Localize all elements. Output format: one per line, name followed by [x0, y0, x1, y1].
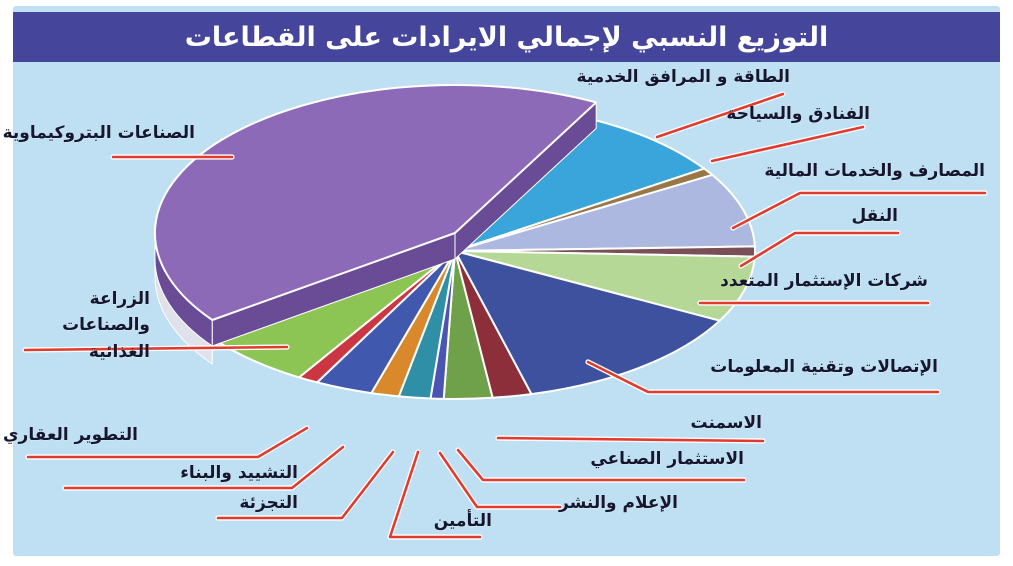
sector-label-industrial-investment: الاستثمار الصناعي: [590, 449, 744, 469]
leader-line-telecom-information-technology: [586, 360, 940, 394]
sector-label-transport: النقل: [851, 206, 898, 226]
chart-title-bar: التوزيع النسبي لإجمالي الايرادات على الق…: [13, 12, 1000, 62]
sector-label-retail: التجزئة: [239, 493, 298, 513]
sector-label-real-estate-development: التطوير العقاري: [2, 425, 138, 445]
leader-lines: [22, 91, 988, 540]
leader-line-media-publishing: [438, 451, 562, 509]
leader-line-real-estate-development: [26, 426, 309, 459]
leader-line-hotels-tourism: [710, 125, 865, 163]
leader-line-insurance: [388, 450, 482, 539]
leader-line-retail: [216, 450, 395, 520]
sector-label-agriculture-food-industries: الزراعة والصناعات الغذائية: [62, 289, 150, 362]
leader-line-industrial-investment: [456, 448, 746, 482]
sector-label-multi-investment-companies: شركات الإستثمار المتعدد: [720, 271, 928, 291]
chart-title: التوزيع النسبي لإجمالي الايرادات على الق…: [184, 21, 829, 53]
sector-label-petrochemical-industries: الصناعات البتروكيماوية: [2, 123, 195, 143]
sector-label-hotels-tourism: الفنادق والسياحة: [726, 104, 870, 124]
leader-line-agriculture-food-industries: [23, 345, 289, 352]
sector-label-construction-building: التشييد والبناء: [180, 463, 298, 483]
sector-label-banks-financial-services: المصارف والخدمات المالية: [764, 161, 985, 181]
leader-line-cement: [496, 436, 765, 443]
sector-label-media-publishing: الإعلام والنشر: [559, 493, 678, 513]
leader-line-construction-building: [63, 445, 345, 490]
leader-line-energy-utility-services: [655, 92, 785, 139]
sector-label-cement: الاسمنت: [690, 413, 762, 433]
leader-line-transport: [738, 230, 901, 269]
leader-line-transport: [739, 231, 900, 268]
leader-line-banks-financial-services: [731, 191, 987, 230]
pie-slices: [153, 83, 757, 400]
sector-label-energy-utility-services: الطاقة و المرافق الخدمية: [576, 67, 790, 87]
sector-label-telecom-information-technology: الإتصالات وتقنية المعلومات: [710, 357, 938, 377]
sector-label-insurance: التأمين: [433, 511, 492, 531]
